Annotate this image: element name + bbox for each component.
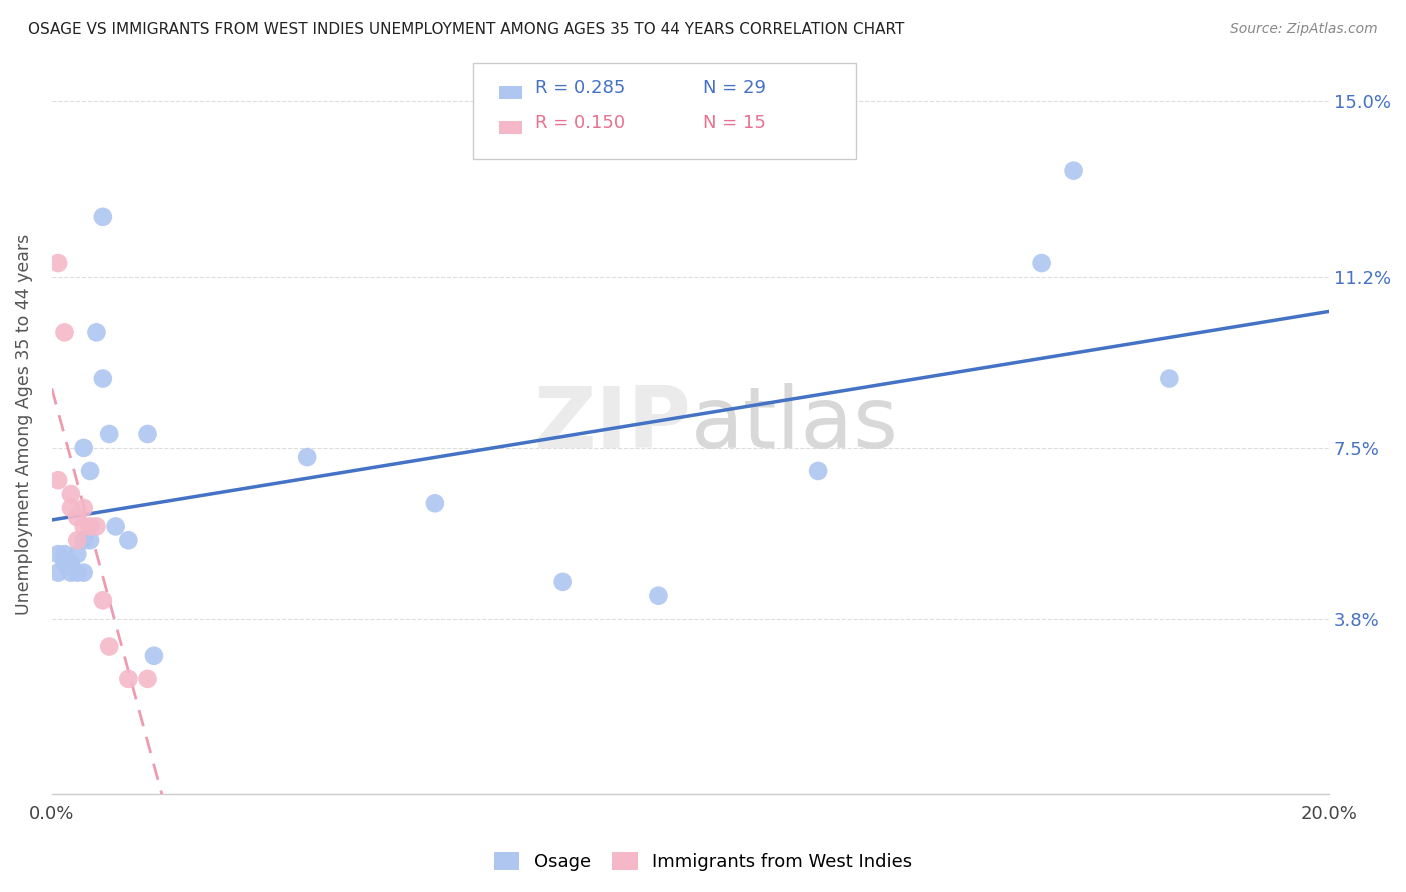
Point <box>86 326 108 340</box>
Text: R = 0.285: R = 0.285 <box>534 79 624 97</box>
Point <box>46 547 69 561</box>
Point <box>73 519 96 533</box>
Point <box>295 450 318 464</box>
Point <box>551 574 574 589</box>
Text: R = 0.150: R = 0.150 <box>534 114 624 132</box>
Text: Source: ZipAtlas.com: Source: ZipAtlas.com <box>1230 22 1378 37</box>
Point <box>1063 163 1085 178</box>
Point <box>136 672 159 686</box>
Y-axis label: Unemployment Among Ages 35 to 44 years: Unemployment Among Ages 35 to 44 years <box>15 234 32 615</box>
Point <box>807 464 830 478</box>
Point <box>73 533 96 548</box>
Point <box>59 487 82 501</box>
Point <box>46 473 69 487</box>
Point <box>1031 256 1053 270</box>
Point <box>117 533 139 548</box>
Point <box>59 557 82 571</box>
Point <box>142 648 165 663</box>
Point <box>91 593 114 607</box>
Point <box>59 566 82 580</box>
Point <box>79 519 101 533</box>
Point <box>66 547 89 561</box>
Point <box>73 500 96 515</box>
Point <box>46 566 69 580</box>
Point <box>98 427 121 442</box>
Point <box>59 500 82 515</box>
Point <box>66 566 89 580</box>
Legend: Osage, Immigrants from West Indies: Osage, Immigrants from West Indies <box>486 846 920 879</box>
Text: ZIP: ZIP <box>533 384 690 467</box>
Point <box>1159 371 1181 385</box>
Bar <box>499 87 522 100</box>
Point <box>79 464 101 478</box>
Bar <box>499 121 522 134</box>
Point <box>117 672 139 686</box>
Point <box>73 566 96 580</box>
Point <box>91 371 114 385</box>
Point <box>53 326 76 340</box>
Point <box>647 589 669 603</box>
FancyBboxPatch shape <box>474 62 856 159</box>
Point <box>73 441 96 455</box>
Point <box>423 496 446 510</box>
Point <box>66 510 89 524</box>
Point <box>136 427 159 442</box>
Point <box>91 210 114 224</box>
Text: OSAGE VS IMMIGRANTS FROM WEST INDIES UNEMPLOYMENT AMONG AGES 35 TO 44 YEARS CORR: OSAGE VS IMMIGRANTS FROM WEST INDIES UNE… <box>28 22 904 37</box>
Point <box>53 557 76 571</box>
Point <box>104 519 127 533</box>
Point <box>46 256 69 270</box>
Point <box>79 533 101 548</box>
Text: N = 15: N = 15 <box>703 114 766 132</box>
Point <box>53 547 76 561</box>
Text: N = 29: N = 29 <box>703 79 766 97</box>
Point <box>66 533 89 548</box>
Text: atlas: atlas <box>690 384 898 467</box>
Point <box>86 519 108 533</box>
Point <box>98 640 121 654</box>
